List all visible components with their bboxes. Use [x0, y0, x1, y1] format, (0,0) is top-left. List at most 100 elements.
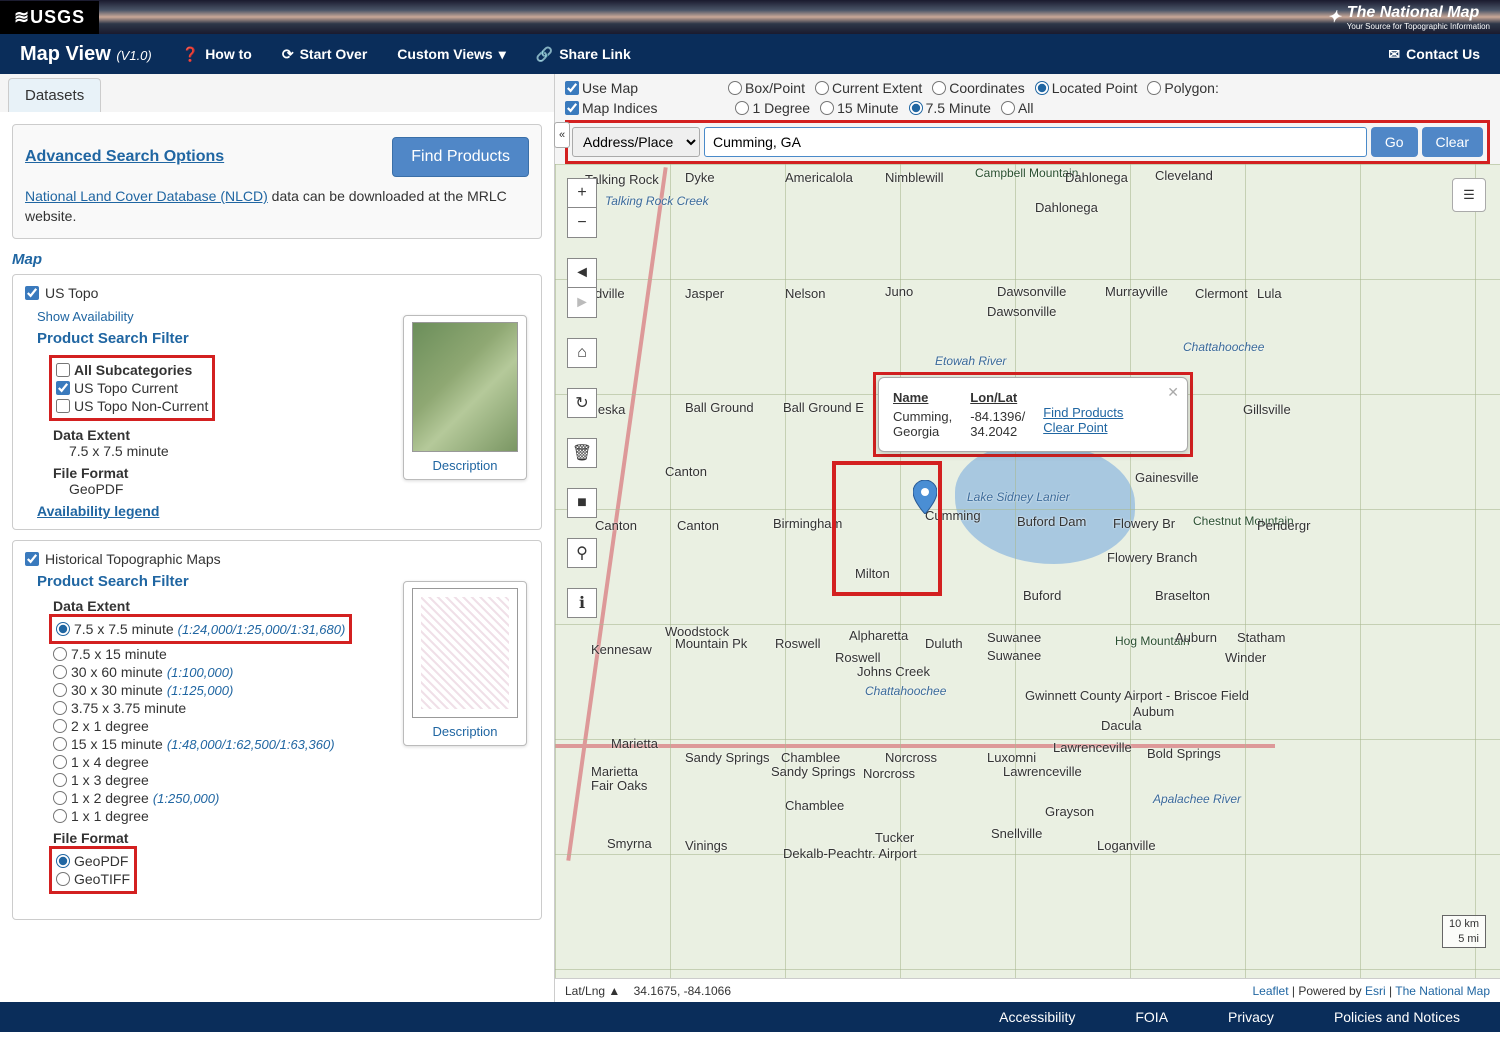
contact-us-link[interactable]: ✉Contact Us — [1388, 46, 1480, 63]
scale-mi: 5 mi — [1449, 932, 1479, 946]
go-button[interactable]: Go — [1371, 127, 1418, 157]
extent-label: 1 x 2 degree — [71, 790, 149, 806]
popup-highlight: ✕ Name Cumming, Georgia Lon/Lat -84.1396… — [873, 372, 1193, 457]
tab-datasets[interactable]: Datasets — [8, 78, 101, 112]
hist-thumbnail: Description — [403, 581, 527, 746]
stop-button[interactable]: ■ — [567, 488, 597, 518]
right-panel: « Use Map Box/Point Current Extent Coord… — [555, 74, 1500, 1002]
geotiff-radio[interactable] — [56, 872, 70, 886]
format-highlight: GeoPDF GeoTIFF — [49, 846, 137, 894]
map-place-label: Loganville — [1097, 838, 1156, 853]
extent-radio[interactable] — [56, 622, 70, 636]
map-place-label: Chamblee — [781, 750, 840, 765]
extent-highlight: 7.5 x 7.5 minute (1:24,000/1:25,000/1:31… — [49, 614, 352, 644]
1degree-radio[interactable] — [735, 101, 749, 115]
all-radio[interactable] — [1001, 101, 1015, 115]
extent-radio[interactable] — [53, 701, 67, 715]
boxpoint-label: Box/Point — [745, 80, 805, 96]
polygon-radio[interactable] — [1147, 81, 1161, 95]
extent-radio[interactable] — [53, 647, 67, 661]
info-button[interactable]: ℹ — [567, 588, 597, 618]
zoom-out-button[interactable]: − — [567, 208, 597, 238]
ustopo-checkbox[interactable] — [25, 286, 39, 300]
how-to-link[interactable]: ❓How to — [182, 46, 252, 63]
extent-radio[interactable] — [53, 665, 67, 679]
ustopo-current-checkbox[interactable] — [56, 381, 70, 395]
map-indices-checkbox[interactable] — [565, 101, 579, 115]
extent-radio[interactable] — [53, 719, 67, 733]
search-input[interactable] — [704, 127, 1367, 157]
75min-radio[interactable] — [909, 101, 923, 115]
marker-button[interactable]: ⚲ — [567, 538, 597, 568]
extent-scale: (1:125,000) — [167, 683, 234, 698]
geopdf-radio[interactable] — [56, 854, 70, 868]
popup-close-button[interactable]: ✕ — [1167, 384, 1179, 401]
policies-link[interactable]: Policies and Notices — [1334, 1009, 1460, 1025]
left-panel: Datasets Advanced Search Options Find Pr… — [0, 74, 555, 1002]
latlng-toggle[interactable]: Lat/Lng ▲ — [565, 984, 620, 998]
collapse-handle[interactable]: « — [554, 122, 570, 148]
map-place-label: Lawrenceville — [1053, 740, 1132, 755]
find-products-button[interactable]: Find Products — [392, 137, 529, 177]
geopdf-label: GeoPDF — [74, 853, 128, 869]
box-point-radio[interactable] — [728, 81, 742, 95]
tnm-link[interactable]: The National Map — [1395, 984, 1490, 998]
advanced-search-link[interactable]: Advanced Search Options — [25, 148, 224, 166]
all-subcategories-checkbox[interactable] — [56, 363, 70, 377]
accessibility-link[interactable]: Accessibility — [999, 1009, 1075, 1025]
use-map-checkbox[interactable] — [565, 81, 579, 95]
map-section-title: Map — [12, 251, 542, 268]
extent-label: 30 x 60 minute — [71, 664, 163, 680]
description-link[interactable]: Description — [432, 724, 497, 739]
nlcd-link[interactable]: National Land Cover Database (NLCD) — [25, 188, 268, 204]
popup-clear-point-link[interactable]: Clear Point — [1043, 420, 1123, 435]
leaflet-link[interactable]: Leaflet — [1253, 984, 1289, 998]
foia-link[interactable]: FOIA — [1135, 1009, 1168, 1025]
map-area[interactable]: Talking RockDykeAmericalolaNimblewillCam… — [555, 164, 1500, 978]
share-link[interactable]: 🔗Share Link — [536, 46, 631, 63]
zoom-in-button[interactable]: + — [567, 178, 597, 208]
extent-radio[interactable] — [53, 809, 67, 823]
ustopo-noncurrent-checkbox[interactable] — [56, 399, 70, 413]
map-controls: Use Map Box/Point Current Extent Coordin… — [555, 74, 1500, 171]
extent-radio[interactable] — [53, 683, 67, 697]
reload-button[interactable]: ↻ — [567, 388, 597, 418]
historical-checkbox[interactable] — [25, 552, 39, 566]
search-type-select[interactable]: Address/Place — [572, 127, 700, 157]
privacy-link[interactable]: Privacy — [1228, 1009, 1274, 1025]
extent-scale: (1:48,000/1:62,500/1:63,360) — [167, 737, 335, 752]
search-row-highlight: Address/Place Go Clear — [565, 120, 1490, 164]
coordinates-radio[interactable] — [932, 81, 946, 95]
usemap-label: Use Map — [582, 80, 638, 96]
extent-option: 1 x 3 degree — [53, 772, 529, 788]
clear-button[interactable]: Clear — [1422, 127, 1483, 157]
located-point-radio[interactable] — [1035, 81, 1049, 95]
min15-label: 15 Minute — [837, 100, 898, 116]
map-place-label: Chamblee — [785, 798, 844, 813]
go-forward-button[interactable]: ► — [567, 288, 597, 318]
15min-radio[interactable] — [820, 101, 834, 115]
historical-dataset: Historical Topographic Maps Product Sear… — [12, 540, 542, 920]
current-extent-radio[interactable] — [815, 81, 829, 95]
layers-button[interactable]: ☰ — [1452, 178, 1486, 212]
map-place-label: Buford Dam — [1017, 514, 1086, 529]
custom-views-dropdown[interactable]: Custom Views▾ — [397, 46, 505, 63]
esri-link[interactable]: Esri — [1365, 984, 1386, 998]
trash-button[interactable]: 🗑 — [567, 438, 597, 468]
map-place-label: Suwanee — [987, 630, 1041, 645]
extent-radio[interactable] — [53, 773, 67, 787]
sep-text: | — [1386, 984, 1396, 998]
description-link[interactable]: Description — [432, 458, 497, 473]
go-back-button[interactable]: ◄ — [567, 258, 597, 288]
scale-km: 10 km — [1449, 917, 1479, 931]
extent-radio[interactable] — [53, 755, 67, 769]
start-over-link[interactable]: ⟳Start Over — [282, 46, 367, 63]
popup-find-products-link[interactable]: Find Products — [1043, 405, 1123, 420]
map-place-label: Flowery Branch — [1107, 550, 1197, 565]
extent-radio[interactable] — [53, 791, 67, 805]
home-button[interactable]: ⌂ — [567, 338, 597, 368]
extent-radio[interactable] — [53, 737, 67, 751]
map-place-label: Bold Springs — [1147, 746, 1221, 761]
availability-legend-link[interactable]: Availability legend — [37, 503, 159, 519]
coords-label: Coordinates — [949, 80, 1025, 96]
